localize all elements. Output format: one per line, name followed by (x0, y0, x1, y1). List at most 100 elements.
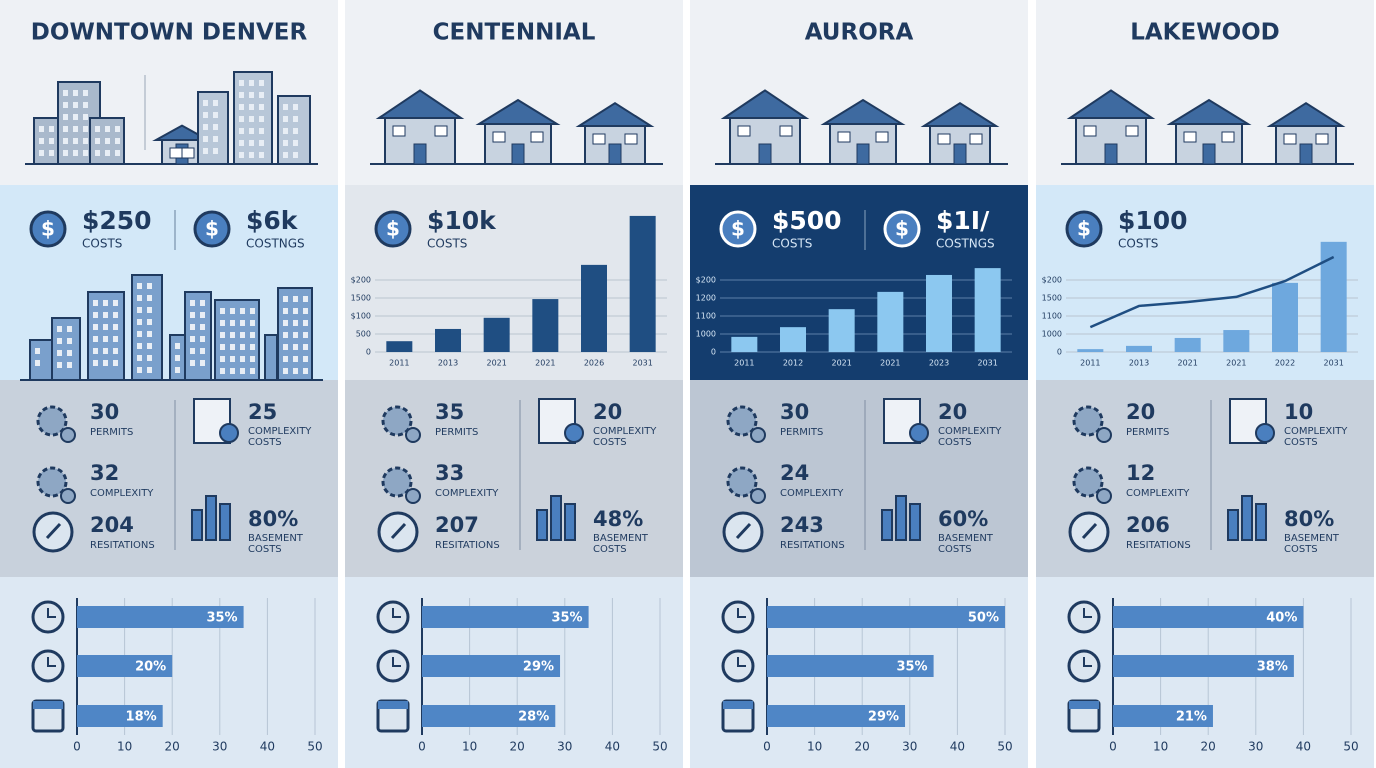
house-door (1104, 143, 1118, 165)
metric-label: COSTS (593, 437, 627, 448)
building-window (259, 104, 264, 110)
bar-label: 35% (896, 660, 927, 675)
gear-icon (1096, 427, 1112, 443)
metric-label: COMPLEXITY (248, 426, 312, 437)
building-window (240, 368, 245, 374)
bar (77, 655, 173, 677)
bar (1272, 282, 1298, 352)
metric-label: COSTS (1284, 437, 1318, 448)
gear-icon (405, 488, 421, 504)
metric-label: COMPLEXITY (593, 426, 657, 437)
building-window (303, 332, 308, 338)
building-window (35, 360, 40, 366)
building-window (93, 348, 98, 354)
building (184, 291, 212, 381)
building-window (39, 126, 44, 132)
metric-label: BASEMENT (248, 533, 304, 544)
house-door (1299, 143, 1313, 165)
bar-label: 38% (1257, 660, 1288, 675)
building-window (49, 126, 54, 132)
building-window (259, 80, 264, 86)
x-tick-label: 20 (510, 740, 525, 754)
building-window (240, 332, 245, 338)
bar (1113, 606, 1304, 628)
building-window (137, 343, 142, 349)
metric-label: BASEMENT (938, 533, 994, 544)
building-window (105, 126, 110, 132)
house-window (937, 133, 951, 145)
x-tick-label: 2011 (1080, 359, 1100, 368)
gauge-needle (390, 522, 407, 540)
building-window (103, 324, 108, 330)
x-tick-label: 2021 (535, 359, 555, 368)
building (264, 334, 278, 381)
clock-hands (392, 608, 401, 618)
x-tick-label: 20 (165, 740, 180, 754)
building-window (220, 356, 225, 362)
metric-label: PERMITS (780, 427, 823, 438)
x-tick-label: 50 (307, 740, 322, 754)
house-window (1125, 125, 1139, 137)
bar-label: 40% (1266, 611, 1297, 626)
x-tick-label: 2021 (1177, 359, 1197, 368)
gear-icon (750, 488, 766, 504)
building-window (230, 356, 235, 362)
metric-label: PERMITS (1126, 427, 1169, 438)
building-window (113, 336, 118, 342)
building-window (190, 324, 195, 330)
building-window (230, 320, 235, 326)
cost-value: $1I/ (936, 206, 990, 235)
cost-label: COSTS (427, 237, 467, 251)
panel-title: LAKEWOOD (1130, 20, 1280, 46)
metric-value: 33 (435, 461, 464, 485)
cost-value: $250 (82, 206, 152, 235)
clock-hands (392, 657, 401, 667)
building (131, 274, 163, 381)
x-tick-label: 50 (1343, 740, 1358, 754)
gear-icon (60, 488, 76, 504)
building-window (250, 308, 255, 314)
building-window (103, 312, 108, 318)
y-tick-label: $200 (351, 276, 371, 285)
bar-label: 35% (551, 611, 582, 626)
building-window (113, 300, 118, 306)
x-tick-label: 2021 (880, 359, 900, 368)
building-window (213, 100, 218, 106)
bar (828, 309, 855, 352)
gauge-needle (1081, 522, 1098, 540)
building-window (95, 150, 100, 156)
metric-value: 20 (593, 400, 622, 424)
y-tick-label: 1100 (696, 312, 716, 321)
building-window (83, 138, 88, 144)
dollar-icon (374, 210, 412, 248)
metric-label: COSTS (1284, 544, 1318, 555)
building-window (250, 332, 255, 338)
building-window (57, 326, 62, 332)
building-window (293, 140, 298, 146)
x-tick-label: 2031 (1323, 359, 1343, 368)
building-window (203, 112, 208, 118)
building-window (249, 80, 254, 86)
building-window (73, 138, 78, 144)
x-tick-label: 2021 (486, 359, 506, 368)
house-window (624, 133, 638, 145)
bar (926, 274, 952, 352)
y-tick-label: 0 (1057, 348, 1062, 357)
x-tick-label: 10 (462, 740, 477, 754)
house-roof (152, 124, 212, 141)
bar (1174, 337, 1201, 352)
metric-label: RESITATIONS (1126, 540, 1191, 551)
building-window (137, 355, 142, 361)
cost-value: $500 (772, 206, 842, 235)
building-window (93, 300, 98, 306)
clock-hands (737, 608, 746, 618)
building-window (220, 344, 225, 350)
dollar-sign: $ (895, 217, 909, 241)
bar (435, 328, 461, 352)
x-tick-label: 40 (950, 740, 965, 754)
house-window (592, 133, 606, 145)
building-window (63, 114, 68, 120)
gauge-needle (45, 522, 62, 540)
building-window (303, 296, 308, 302)
metric-value: 10 (1284, 400, 1313, 424)
